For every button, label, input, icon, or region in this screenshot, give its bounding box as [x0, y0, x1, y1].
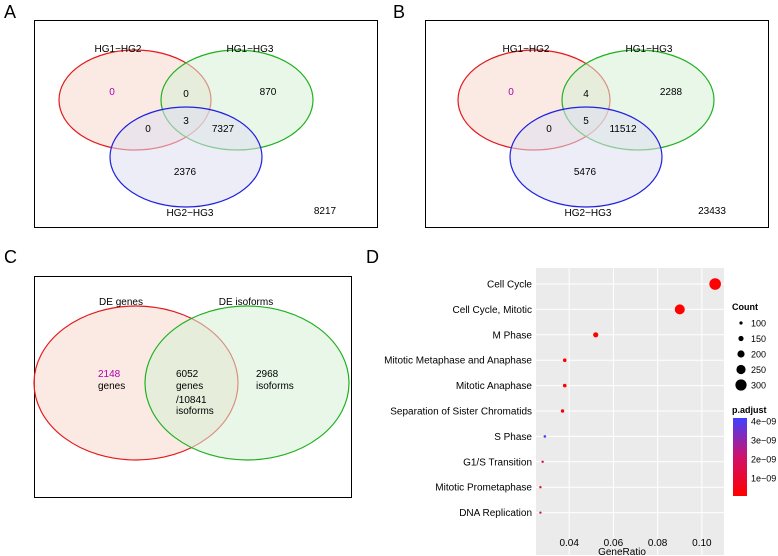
- venn-b-r13: 0: [546, 124, 552, 135]
- venn-b-r23: 11512: [609, 124, 637, 135]
- venn-b-label-set2: HG1−HG3: [626, 44, 673, 55]
- venn-a-r23: 7327: [212, 124, 235, 135]
- venn-c-overlap-unit: genes: [176, 381, 203, 392]
- venn-c-label-set1: DE genes: [99, 297, 143, 308]
- data-point: [562, 358, 567, 363]
- venn-c-overlap-unit2: isoforms: [176, 406, 214, 417]
- venn-b-only1: 0: [508, 87, 514, 98]
- category-label: G1/S Transition: [463, 457, 532, 468]
- venn-a-r123: 3: [183, 116, 189, 127]
- category-label: Mitotic Metaphase and Anaphase: [384, 356, 532, 367]
- x-tick-label: 0.04: [559, 538, 579, 549]
- color-legend-bar: [733, 418, 747, 496]
- venn-b-label-set1: HG1−HG2: [503, 44, 550, 55]
- venn-a-set3: [109, 106, 263, 208]
- size-legend-dot: [737, 350, 745, 358]
- category-label: M Phase: [493, 330, 533, 341]
- category-label: Cell Cycle, Mitotic: [453, 305, 532, 316]
- venn-c-right-unit: isoforms: [256, 381, 294, 392]
- size-legend-label: 200: [751, 350, 766, 360]
- panel-letter-a: A: [4, 2, 17, 22]
- venn-c-overlap-count2: /10841: [176, 395, 207, 406]
- venn-a-r13: 0: [145, 124, 151, 135]
- venn-b-label-set3: HG2−HG3: [565, 208, 612, 219]
- data-point: [674, 304, 685, 315]
- venn-a-label-set3: HG2−HG3: [167, 208, 214, 219]
- venn-b-outside: 23433: [698, 206, 726, 217]
- category-label: Cell Cycle: [487, 280, 532, 291]
- venn-c-label-set2: DE isoforms: [219, 297, 273, 308]
- venn-b-set3: [509, 106, 663, 208]
- data-point: [560, 409, 565, 413]
- category-label: Mitotic Anaphase: [456, 381, 533, 392]
- size-legend-dot: [738, 335, 744, 342]
- size-legend-label: 300: [751, 381, 766, 391]
- panel-letter-c: C: [4, 247, 17, 267]
- data-point: [541, 460, 544, 463]
- data-point: [709, 278, 721, 290]
- color-legend-title: p.adjust: [732, 405, 767, 415]
- venn-a-label-set2: HG1−HG3: [227, 44, 274, 55]
- venn-b-r12: 4: [583, 89, 589, 100]
- venn-a-r12: 0: [183, 89, 189, 100]
- venn-c-left-count: 2148: [98, 369, 121, 380]
- color-legend-label: 3e−09: [751, 436, 776, 446]
- color-legend-label: 2e−09: [751, 455, 776, 465]
- venn-b-only2: 2288: [660, 87, 683, 98]
- size-legend-label: 150: [751, 334, 766, 344]
- size-legend-dot: [736, 364, 746, 375]
- color-legend-label: 4e−09: [751, 417, 776, 427]
- x-tick-label: 0.08: [648, 538, 668, 549]
- venn-b-r123: 5: [583, 116, 589, 127]
- data-point: [562, 383, 567, 388]
- x-tick-label: 0.10: [692, 538, 712, 549]
- x-tick-label: 0.06: [604, 538, 624, 549]
- venn-c-set2: [144, 305, 350, 461]
- data-point: [539, 486, 542, 489]
- venn-a-only3: 2376: [174, 167, 197, 178]
- venn-a-only1: 0: [109, 87, 115, 98]
- category-label: Mitotic Prometaphase: [435, 483, 532, 494]
- panel-letter-b: B: [393, 2, 406, 22]
- venn-a-only2: 870: [260, 87, 277, 98]
- dotplot-x-axis-label: GeneRatio: [598, 547, 646, 556]
- category-label: S Phase: [494, 432, 532, 443]
- venn-c-left-unit: genes: [98, 381, 125, 392]
- venn-a-outside: 8217: [314, 206, 337, 217]
- size-legend-dot: [735, 379, 747, 391]
- size-legend-label: 250: [751, 365, 766, 375]
- venn-a-label-set1: HG1−HG2: [95, 44, 142, 55]
- venn-b-only3: 5476: [574, 167, 597, 178]
- data-point: [593, 332, 599, 338]
- venn-c-overlap-count: 6052: [176, 369, 199, 380]
- venn-c-right-count: 2968: [256, 369, 279, 380]
- panel-letter-d: D: [366, 247, 379, 267]
- color-legend-label: 1e−09: [751, 474, 776, 484]
- category-label: DNA Replication: [459, 508, 532, 519]
- size-legend-title: Count: [732, 302, 758, 312]
- size-legend-dot: [739, 321, 743, 325]
- data-point: [543, 435, 547, 438]
- category-label: Separation of Sister Chromatids: [390, 407, 532, 418]
- data-point: [539, 511, 542, 514]
- size-legend-label: 100: [751, 319, 766, 329]
